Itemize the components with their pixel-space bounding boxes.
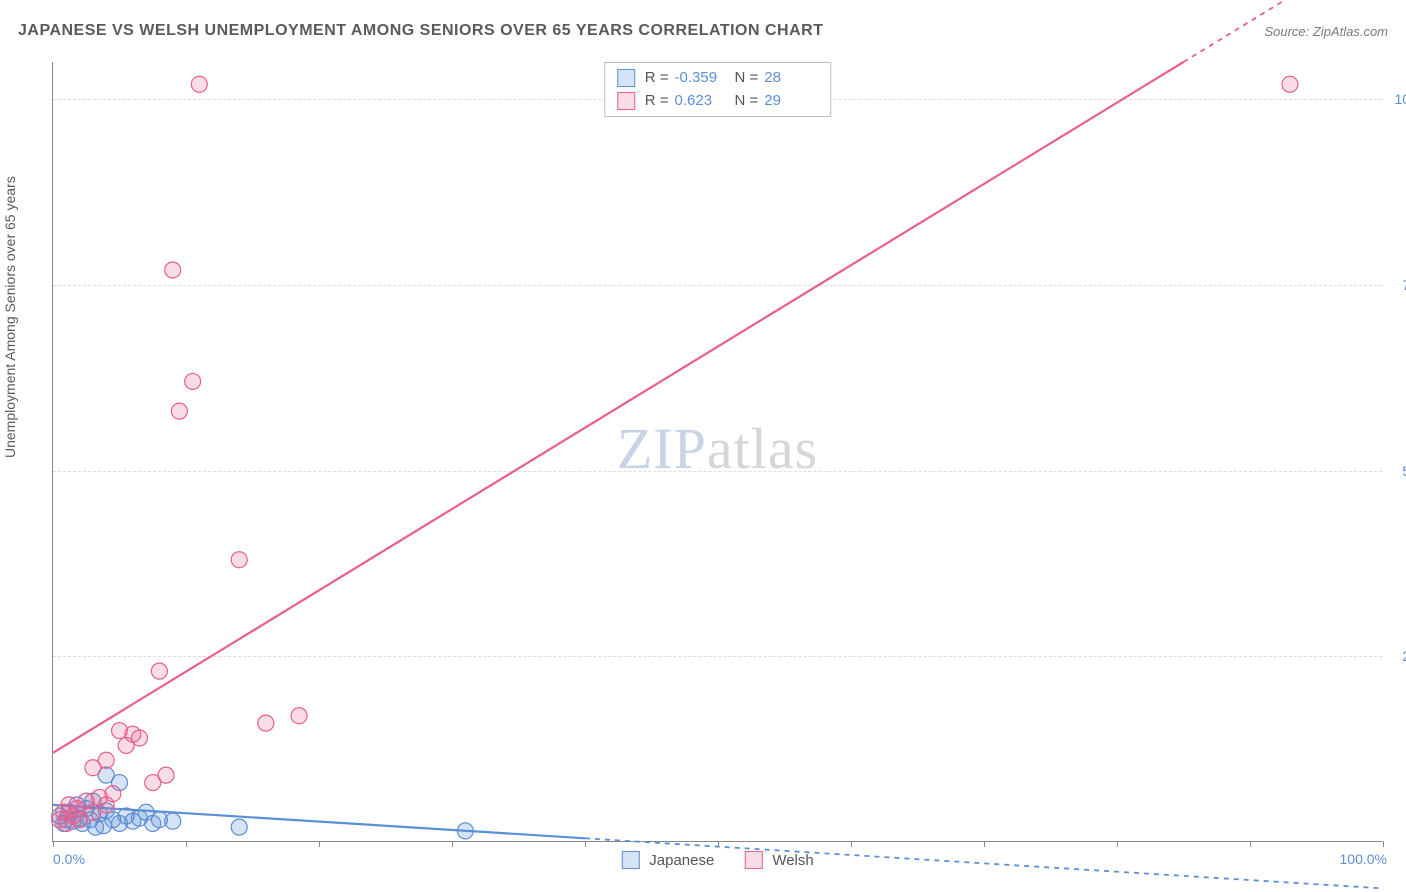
legend-item-japanese: Japanese (621, 851, 714, 869)
chart-container: JAPANESE VS WELSH UNEMPLOYMENT AMONG SEN… (0, 0, 1406, 892)
x-tick-mark (1117, 841, 1118, 847)
x-tick-mark (452, 841, 453, 847)
bottom-legend: Japanese Welsh (621, 851, 813, 869)
data-point-welsh (291, 708, 307, 724)
swatch-welsh (617, 92, 635, 110)
x-tick-mark (984, 841, 985, 847)
stats-row-welsh: R = 0.623 N = 29 (617, 90, 819, 113)
plot-area: ZIPatlas 25.0%50.0%75.0%100.0% R = -0.35… (52, 62, 1382, 842)
data-point-welsh (125, 726, 141, 742)
data-point-welsh (105, 786, 121, 802)
legend-item-welsh: Welsh (744, 851, 813, 869)
r-value-japanese: -0.359 (675, 67, 729, 90)
data-point-japanese (165, 813, 181, 829)
y-tick-label: 25.0% (1402, 648, 1406, 664)
x-tick-mark (851, 841, 852, 847)
legend-label-welsh: Welsh (772, 852, 813, 869)
data-point-welsh (185, 373, 201, 389)
data-point-welsh (231, 552, 247, 568)
x-tick-mark (585, 841, 586, 847)
x-tick-mark (1383, 841, 1384, 847)
trend-line-welsh (53, 62, 1184, 753)
x-tick-mark (186, 841, 187, 847)
x-axis-min-label: 0.0% (53, 851, 85, 867)
x-tick-mark (1250, 841, 1251, 847)
x-tick-mark (53, 841, 54, 847)
legend-swatch-japanese (621, 851, 639, 869)
n-value-welsh: 29 (764, 90, 818, 113)
x-axis-max-label: 100.0% (1340, 851, 1387, 867)
data-point-welsh (191, 76, 207, 92)
scatter-plot-svg (53, 62, 1382, 841)
data-point-welsh (151, 663, 167, 679)
r-label: R = (645, 90, 669, 113)
chart-title: JAPANESE VS WELSH UNEMPLOYMENT AMONG SEN… (18, 22, 824, 40)
y-tick-label: 100.0% (1395, 91, 1406, 107)
n-label: N = (735, 90, 759, 113)
n-label: N = (735, 67, 759, 90)
correlation-stats-box: R = -0.359 N = 28 R = 0.623 N = 29 (604, 62, 832, 117)
stats-row-japanese: R = -0.359 N = 28 (617, 67, 819, 90)
source-attribution: Source: ZipAtlas.com (1264, 24, 1388, 39)
x-tick-mark (718, 841, 719, 847)
data-point-japanese (231, 819, 247, 835)
data-point-japanese (457, 823, 473, 839)
r-label: R = (645, 67, 669, 90)
x-tick-mark (319, 841, 320, 847)
y-tick-label: 75.0% (1402, 277, 1406, 293)
swatch-japanese (617, 69, 635, 87)
data-point-welsh (98, 752, 114, 768)
n-value-japanese: 28 (764, 67, 818, 90)
legend-label-japanese: Japanese (649, 852, 714, 869)
y-tick-label: 50.0% (1402, 463, 1406, 479)
data-point-welsh (158, 767, 174, 783)
data-point-welsh (1282, 76, 1298, 92)
r-value-welsh: 0.623 (675, 90, 729, 113)
data-point-welsh (258, 715, 274, 731)
data-point-welsh (165, 262, 181, 278)
data-point-welsh (171, 403, 187, 419)
legend-swatch-welsh (744, 851, 762, 869)
y-axis-label: Unemployment Among Seniors over 65 years (2, 176, 18, 458)
